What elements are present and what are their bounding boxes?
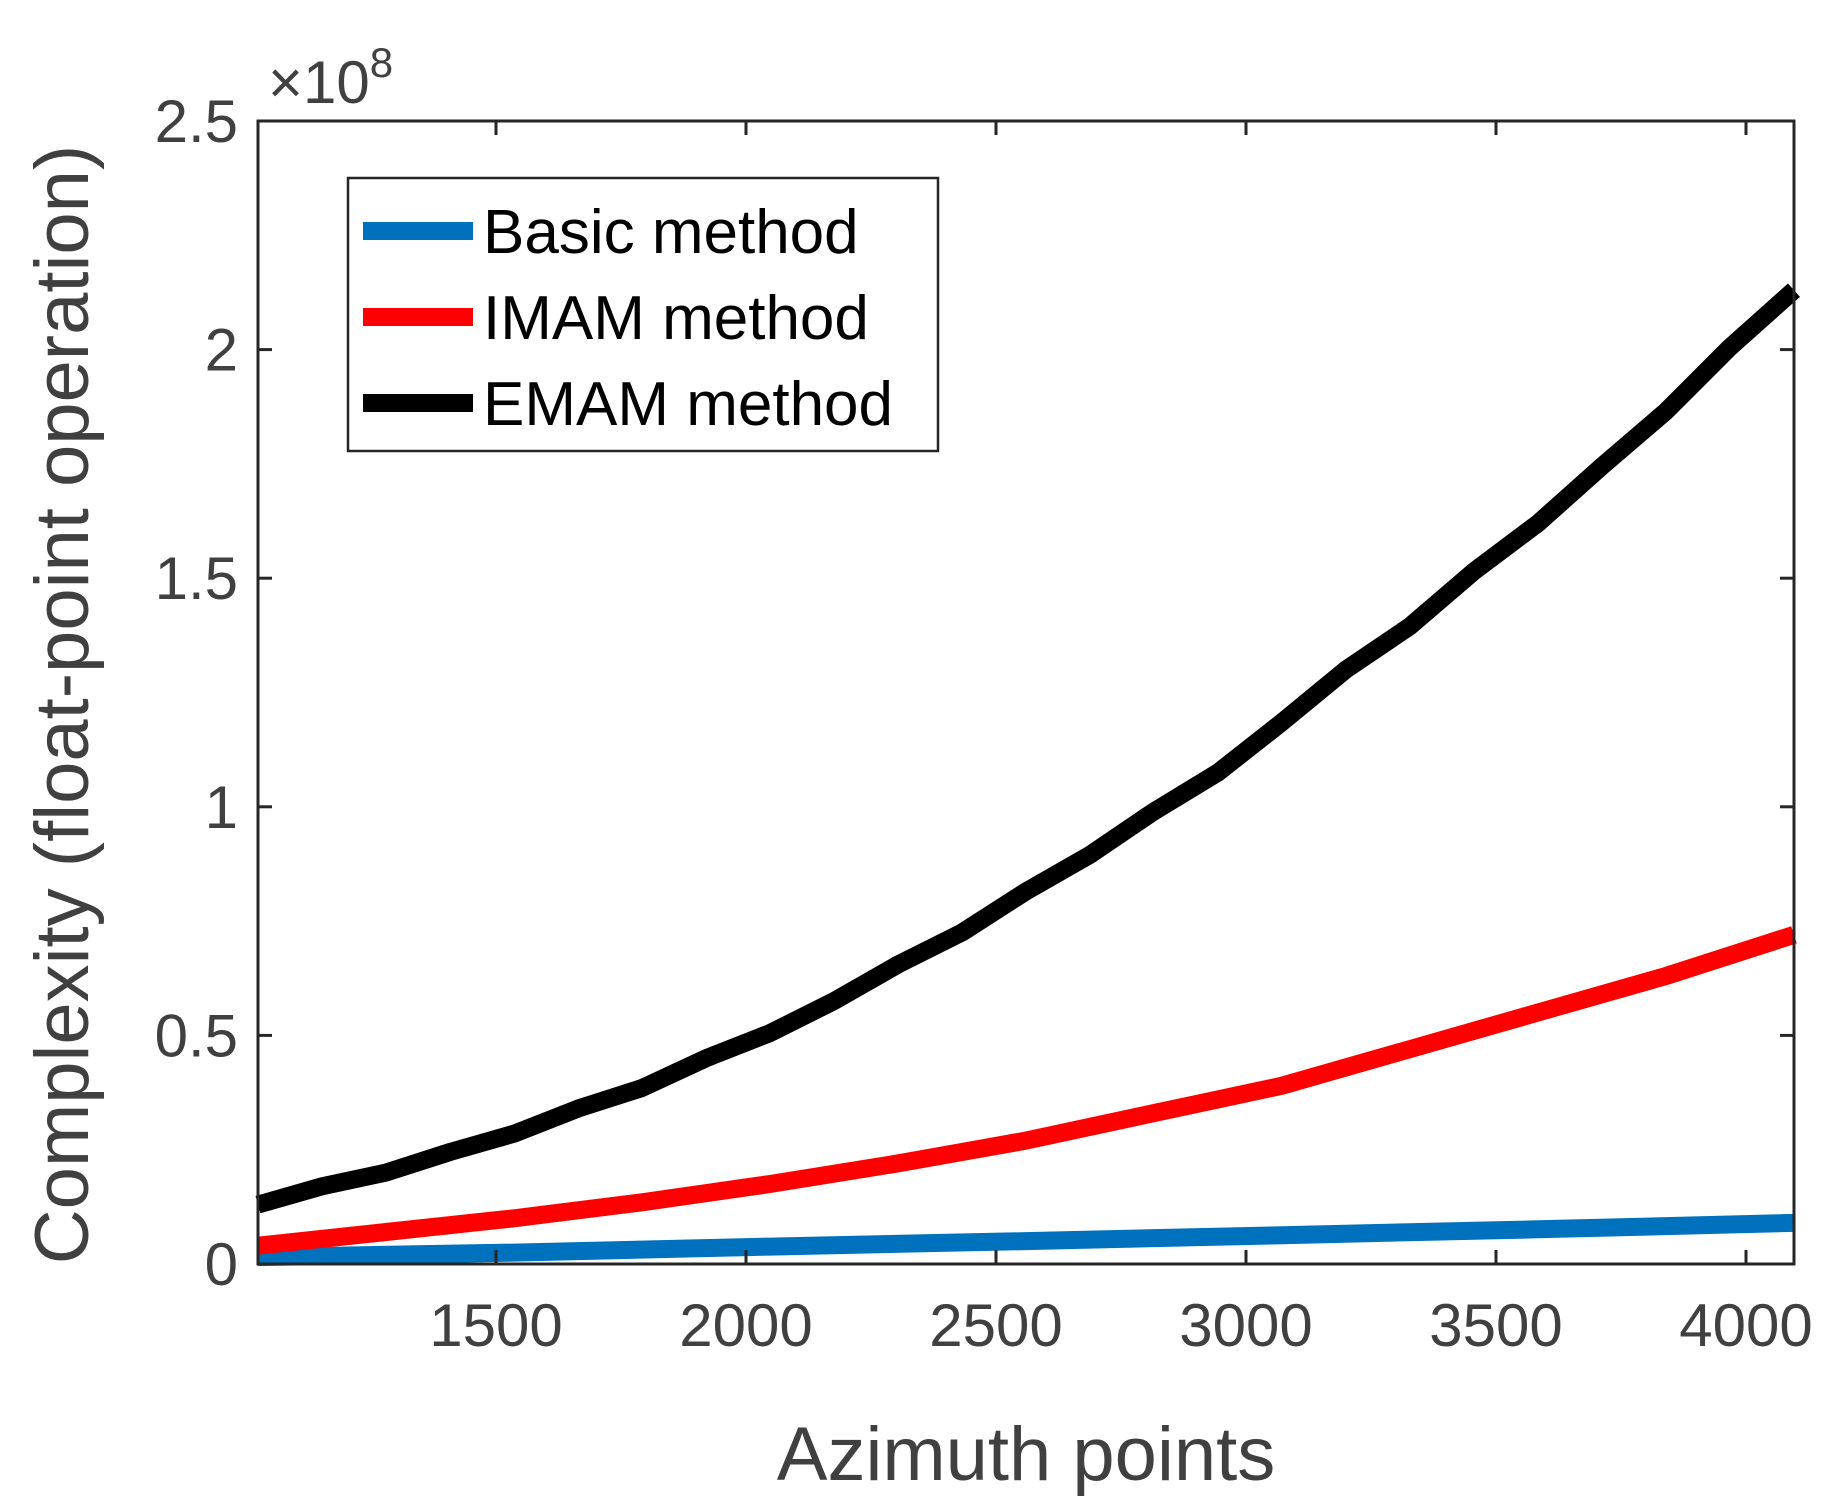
- y-exponent-base: ×10: [268, 49, 370, 116]
- x-tick-label: 4000: [1679, 1292, 1812, 1359]
- legend: Basic method IMAM method EMAM method: [346, 176, 940, 453]
- x-tick-label: 2500: [929, 1292, 1062, 1359]
- series-line-emam-method: [255, 283, 1800, 1214]
- x-tick-label: 3000: [1179, 1292, 1312, 1359]
- x-tick-label: 3500: [1429, 1292, 1562, 1359]
- plot-frame: [256, 119, 1796, 1266]
- y-exponent-label: ×108: [268, 39, 393, 116]
- y-tick-label: 1: [205, 774, 238, 841]
- y-exponent-power: 8: [370, 39, 393, 86]
- x-axis-label: Azimuth points: [777, 1412, 1275, 1497]
- y-tick-label: 2.5: [155, 88, 238, 155]
- axis-ticks: [258, 119, 1794, 1266]
- series-line-imam-method: [257, 926, 1797, 1255]
- y-tick-labels: 0 0.5 1 1.5 2 2.5: [155, 88, 238, 1298]
- y-tick-label: 0: [205, 1231, 238, 1298]
- y-tick-label: 1.5: [155, 545, 238, 612]
- legend-label-emam-method: EMAM method: [483, 370, 893, 439]
- legend-label-basic-method: Basic method: [483, 198, 859, 267]
- series-line-basic-method: [257, 1213, 1795, 1267]
- x-tick-label: 1500: [429, 1292, 562, 1359]
- series-lines: [255, 283, 1800, 1267]
- legend-label-imam-method: IMAM method: [483, 284, 869, 353]
- x-tick-labels: 1500 2000 2500 3000 3500 4000: [429, 1292, 1812, 1359]
- y-tick-label: 0.5: [155, 1002, 238, 1069]
- x-tick-label: 2000: [679, 1292, 812, 1359]
- y-tick-label: 2: [205, 317, 238, 384]
- y-axis-label: Complexity (float-point operation): [20, 145, 105, 1264]
